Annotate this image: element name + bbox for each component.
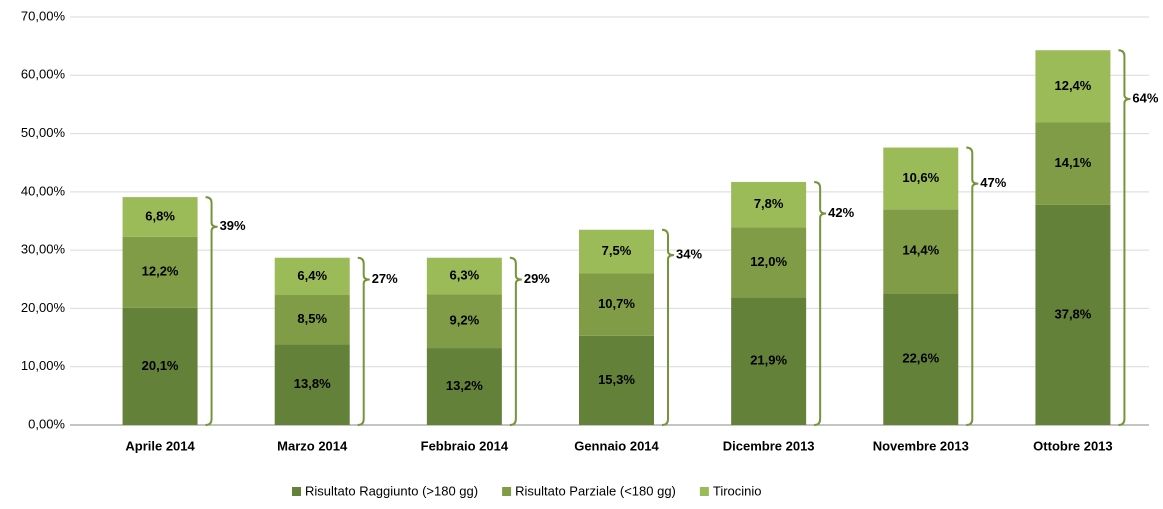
y-tick-label: 10,00%	[21, 358, 66, 373]
bar-segment	[426, 348, 502, 425]
total-label: 47%	[980, 175, 1006, 190]
total-label: 64%	[1132, 90, 1158, 105]
y-tick-label: 30,00%	[21, 242, 66, 257]
data-label: 13,8%	[294, 376, 331, 391]
x-tick-label: Febbraio 2014	[421, 438, 509, 453]
legend-swatch	[502, 487, 512, 496]
legend-label: Risultato Raggiunto (>180 gg)	[305, 483, 478, 498]
data-label: 12,0%	[750, 254, 787, 269]
data-label: 15,3%	[598, 372, 635, 387]
bracket	[509, 256, 522, 426]
y-tick-label: 60,00%	[21, 67, 66, 82]
data-label: 14,4%	[902, 243, 939, 258]
bracket	[205, 196, 218, 426]
data-label: 6,4%	[297, 268, 327, 283]
bar-segment	[579, 229, 654, 274]
bracket	[1118, 49, 1131, 426]
total-label: 27%	[372, 271, 398, 286]
bar-segment	[579, 335, 654, 425]
y-tick-label: 20,00%	[21, 300, 66, 315]
bar-segment	[731, 181, 807, 228]
y-tick-label: 50,00%	[21, 125, 66, 140]
bracket	[814, 180, 827, 426]
bracket	[966, 146, 979, 426]
data-label: 20,1%	[142, 358, 179, 373]
x-tick-label: Ottobre 2013	[1033, 438, 1112, 453]
bar-segment	[274, 257, 350, 296]
data-label: 22,6%	[902, 351, 939, 366]
data-label: 7,8%	[754, 196, 784, 211]
bar-segment	[883, 209, 959, 294]
bar-segment	[579, 273, 654, 336]
bar-segment	[731, 227, 807, 298]
data-label: 12,4%	[1054, 78, 1091, 93]
total-label: 34%	[676, 247, 702, 262]
bar-segment	[1035, 122, 1111, 205]
bar-segment	[426, 294, 502, 349]
total-label: 29%	[524, 271, 550, 286]
data-label: 13,2%	[446, 378, 483, 393]
total-label: 42%	[828, 205, 854, 220]
legend-swatch	[292, 487, 301, 496]
legend-label: Risultato Parziale (<180 gg)	[515, 483, 676, 498]
x-tick-label: Novembre 2013	[873, 438, 969, 453]
data-label: 14,1%	[1054, 155, 1091, 170]
y-tick-label: 70,00%	[21, 8, 66, 23]
data-label: 7,5%	[602, 243, 632, 258]
legend-swatch	[699, 487, 709, 496]
data-label: 37,8%	[1054, 306, 1091, 321]
x-tick-label: Aprile 2014	[125, 438, 195, 453]
bar-segment	[731, 297, 807, 425]
bracket	[661, 228, 675, 426]
total-label: 39%	[220, 218, 246, 233]
bar-segment	[274, 344, 350, 425]
bar-segment	[883, 293, 959, 425]
data-label: 6,8%	[145, 208, 175, 223]
data-label: 10,7%	[598, 296, 635, 311]
data-label: 8,5%	[297, 311, 327, 326]
bar-segment	[122, 197, 198, 237]
x-tick-label: Gennaio 2014	[574, 438, 659, 453]
y-tick-label: 40,00%	[21, 183, 66, 198]
bar-segment	[883, 147, 959, 210]
bar-segment	[1035, 204, 1111, 425]
legend-label: Tirocinio	[713, 483, 762, 498]
bar-segment	[122, 236, 198, 308]
data-label: 9,2%	[450, 313, 480, 328]
data-label: 6,3%	[450, 268, 480, 283]
data-label: 10,6%	[902, 170, 939, 185]
y-tick-label: 0,00%	[28, 416, 65, 431]
bar-segment	[274, 295, 350, 345]
data-label: 12,2%	[142, 264, 179, 279]
bar-segment	[122, 307, 198, 425]
bracket	[357, 256, 370, 426]
bar-segment	[426, 257, 502, 295]
bar-segment	[1035, 50, 1111, 123]
x-tick-label: Dicembre 2013	[723, 438, 815, 453]
x-tick-label: Marzo 2014	[277, 438, 348, 453]
data-label: 21,9%	[750, 353, 787, 368]
